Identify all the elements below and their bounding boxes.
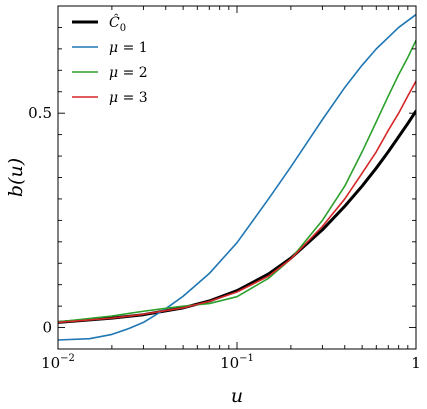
y-axis-label: b(u) [5,158,27,197]
x-tick-label: 10−1 [220,353,254,372]
legend-label-0: Ĉ0 [109,13,126,34]
legend-label-3: μ = 3 [109,90,148,106]
legend-label-2: μ = 2 [109,65,148,81]
x-tick-label: 10−2 [41,353,75,372]
y-tick-label: 0 [42,319,52,337]
legend: Ĉ0 μ = 1 μ = 2 μ = 3 [72,13,148,106]
tick-labels: 10−2 10−1 1 0 0.5 [28,104,421,372]
y-tick-label: 0.5 [28,104,52,122]
x-axis-label: u [231,385,243,407]
x-tick-label: 1 [411,354,421,372]
series-line-1 [58,13,416,341]
plot-frame [57,5,417,350]
series-line-3 [58,80,416,324]
plot-lines [58,13,416,341]
legend-label-1: μ = 1 [109,40,148,56]
